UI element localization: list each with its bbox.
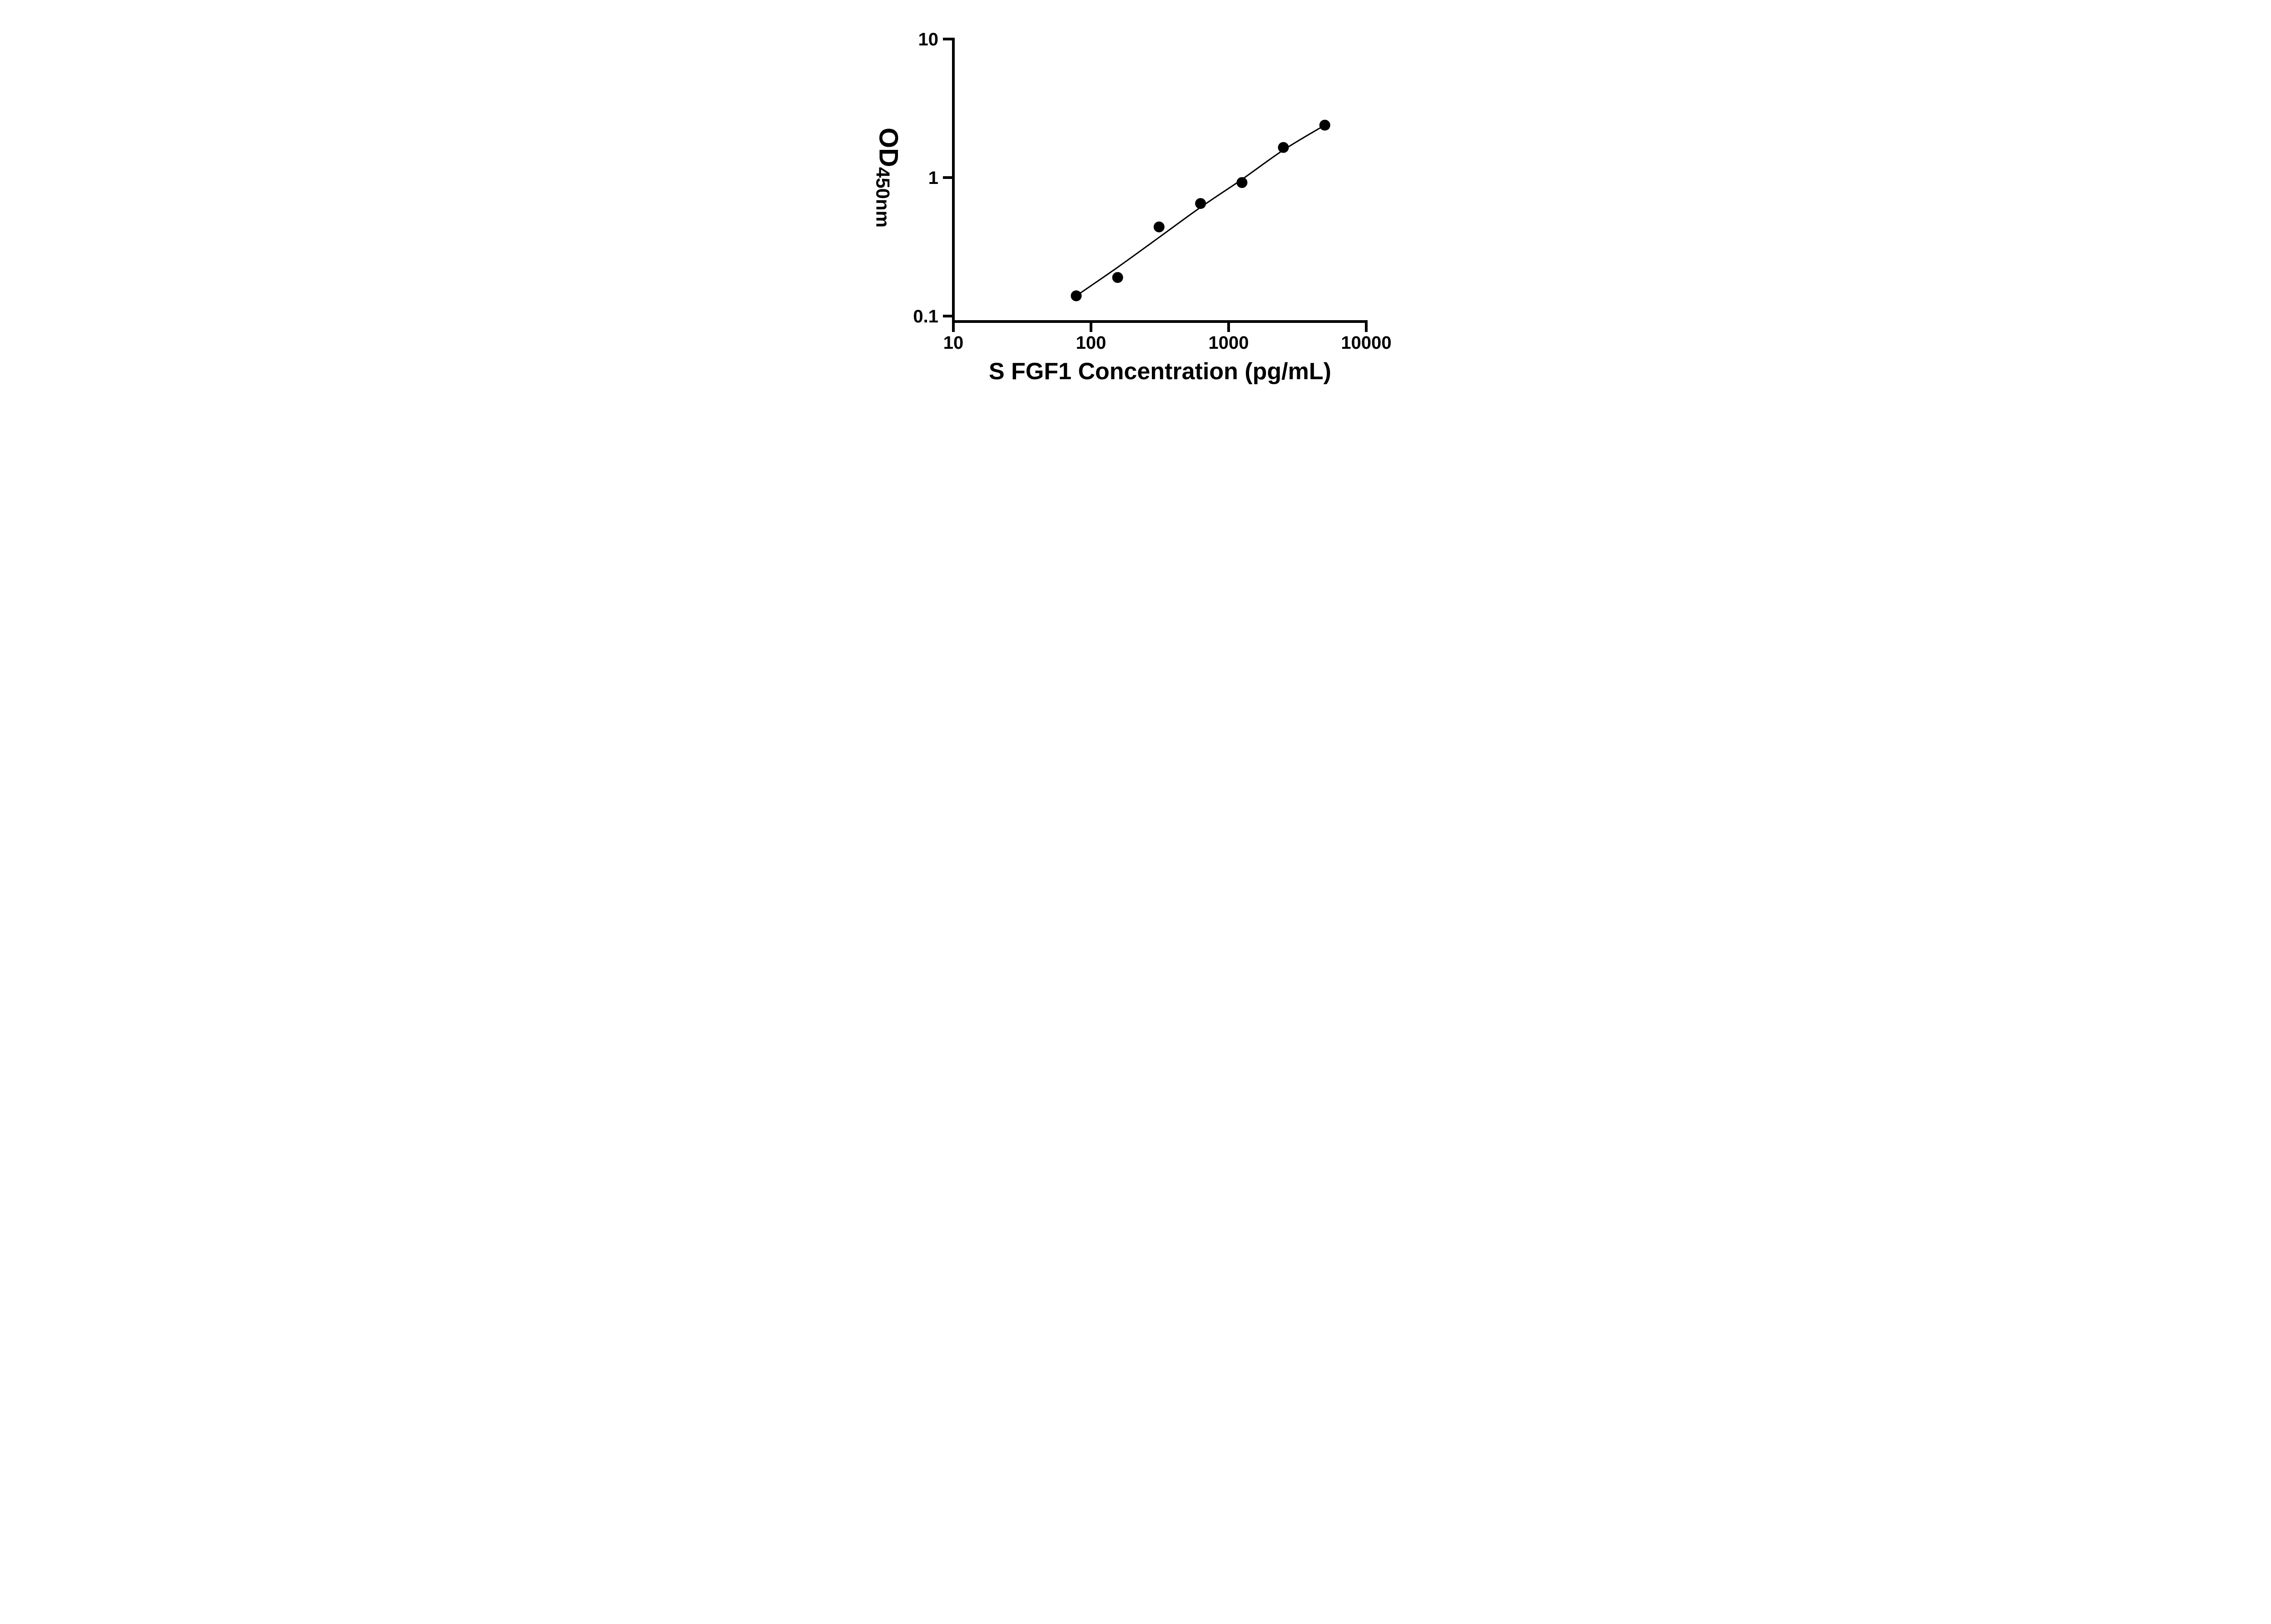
data-point (1195, 198, 1206, 209)
data-point (1153, 221, 1165, 233)
data-point (1236, 177, 1248, 188)
y-axis-title: OD450nm (873, 128, 904, 228)
y-tick-label: 10 (918, 30, 939, 50)
x-tick-label: 100 (1076, 333, 1106, 353)
elisa-standard-curve-figure: 10 100 1000 10000 0.1 1 10 OD450nm S FGF1 Conc… (850, 0, 1421, 406)
plot-canvas: 10 100 1000 10000 0.1 1 10 (913, 30, 1391, 353)
x-tick-label: 1000 (1209, 333, 1249, 353)
y-axis-title-main: OD (873, 127, 903, 167)
y-tick-label: 1 (928, 168, 938, 188)
x-axis-title: S FGF1 Concentration (pg/mL) (989, 358, 1331, 385)
data-point (1112, 272, 1123, 283)
x-tick-label: 10000 (1341, 333, 1391, 353)
data-point (1278, 142, 1289, 153)
data-point (1319, 119, 1330, 131)
data-point (1071, 290, 1082, 302)
y-axis-title-sub: 450nm (872, 167, 894, 228)
y-tick-label: 0.1 (913, 307, 938, 327)
x-tick-label: 10 (943, 333, 964, 353)
